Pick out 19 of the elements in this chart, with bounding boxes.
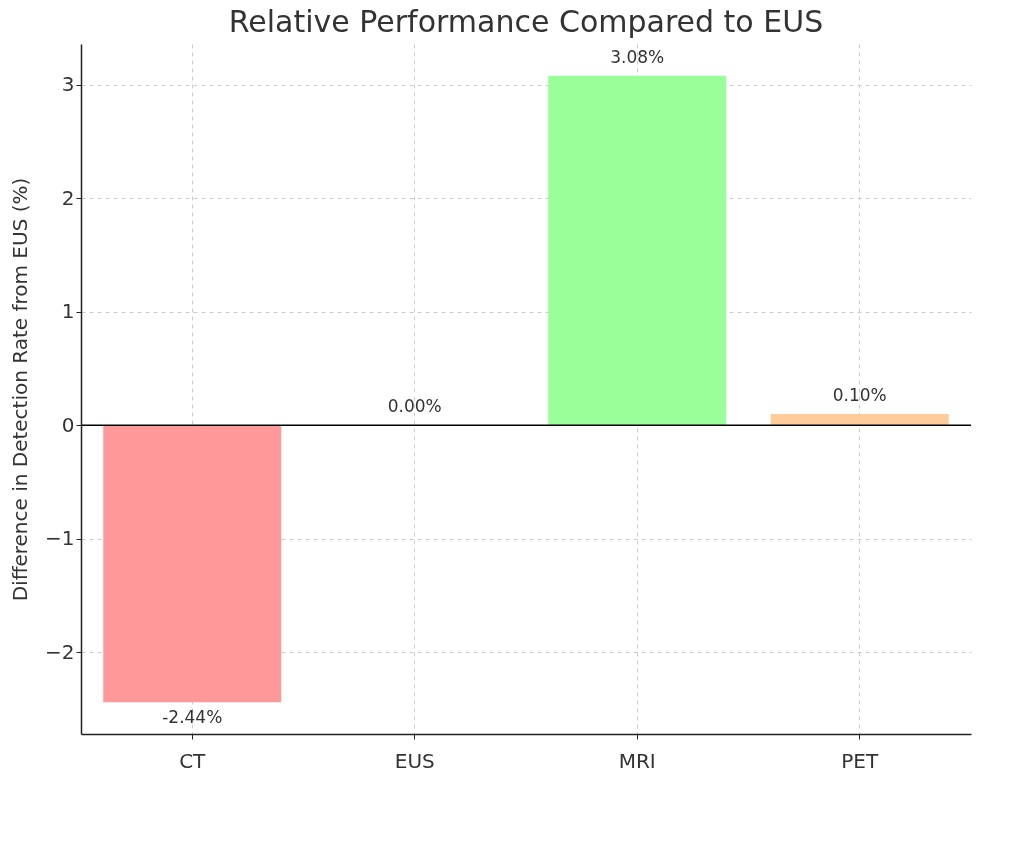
y-tick-label: 2 bbox=[61, 185, 75, 210]
y-tick-label: −2 bbox=[45, 639, 75, 664]
y-tick-label: 1 bbox=[61, 299, 75, 324]
bar bbox=[548, 75, 727, 426]
y-tick-label: −1 bbox=[45, 526, 75, 551]
x-tick-label: CT bbox=[179, 748, 207, 773]
bar bbox=[103, 425, 282, 703]
x-tick-label: MRI bbox=[618, 748, 656, 773]
chart-title: Relative Performance Compared to EUS bbox=[228, 4, 824, 39]
data-label: 0.10% bbox=[832, 384, 887, 405]
x-tick-label: EUS bbox=[394, 748, 435, 773]
x-tick-label: PET bbox=[841, 748, 879, 773]
data-label: -2.44% bbox=[162, 707, 223, 728]
y-tick-label: 0 bbox=[61, 412, 75, 437]
bar bbox=[770, 413, 949, 426]
data-label: 3.08% bbox=[610, 46, 665, 67]
y-tick-label: 3 bbox=[61, 72, 75, 97]
data-label: 0.00% bbox=[387, 396, 442, 417]
y-axis-title: Difference in Detection Rate from EUS (%) bbox=[8, 177, 33, 602]
